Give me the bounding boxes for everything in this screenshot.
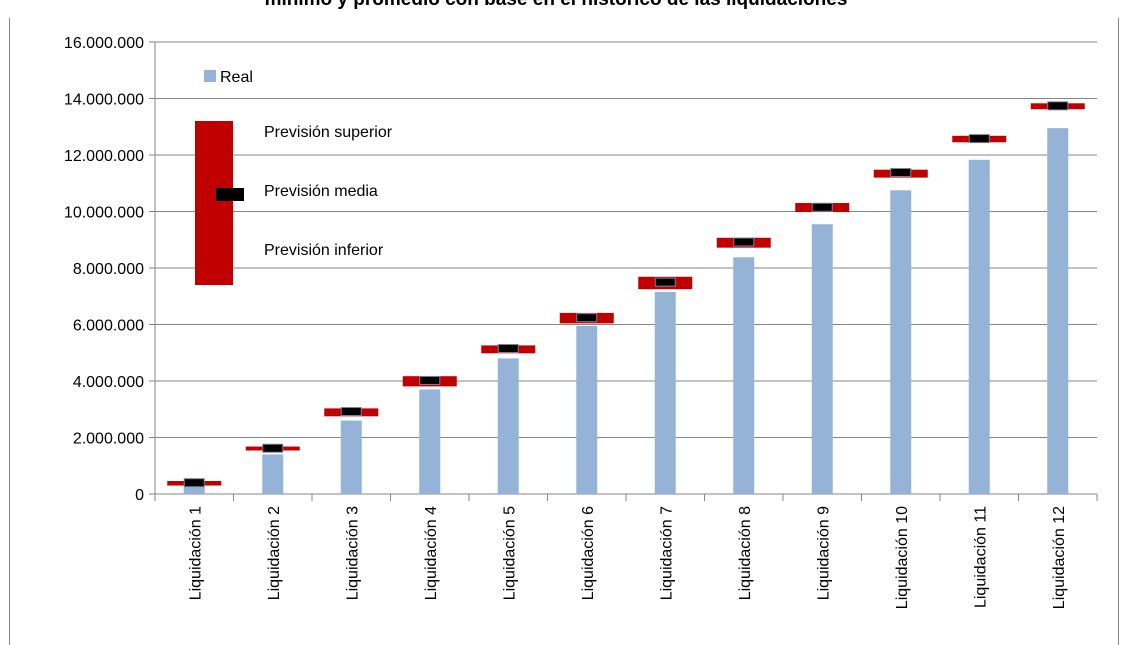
y-tick-label: 6.000.000 (73, 318, 144, 335)
bar-layer (183, 128, 1069, 495)
bar-real (733, 257, 755, 494)
bar-real (183, 484, 205, 494)
y-tick-label: 12.000.000 (64, 148, 144, 165)
title-layer: mínimo y promedio con base en el históri… (265, 0, 848, 10)
legend-forecast-upper-label: Previsión superior (264, 124, 393, 141)
legend-real-label: Real (220, 69, 253, 86)
legend-forecast-lower-label: Previsión inferior (264, 242, 384, 259)
y-tick-label: 16.000.000 (64, 35, 144, 52)
bar-real (890, 190, 912, 494)
x-tick-label: Liquidación 5 (501, 506, 518, 600)
y-tick-label: 8.000.000 (73, 261, 144, 278)
legend-forecast-range-swatch (195, 121, 233, 285)
grid-layer (155, 41, 1097, 438)
forecast-mid (654, 277, 676, 287)
forecast-mid (811, 202, 833, 212)
bar-real (1047, 128, 1069, 494)
chart-title: mínimo y promedio con base en el históri… (265, 0, 848, 10)
forecast-mid (733, 237, 755, 247)
forecast-mid (968, 134, 990, 144)
x-tick-label: Liquidación 8 (737, 506, 754, 600)
legend-forecast-mid-label: Previsión media (264, 183, 378, 200)
forecast-mid (419, 375, 441, 385)
forecast-mid (340, 407, 362, 417)
bar-real (576, 325, 598, 494)
forecast-mid (890, 168, 912, 178)
x-tick-label: Liquidación 2 (266, 506, 283, 600)
legend-real-swatch (204, 70, 216, 82)
bar-real (654, 292, 676, 494)
axis-layer: 0 2.000.000 4.000.000 6.000.000 8.000.000 10.… (9, 18, 1119, 645)
forecast-layer (167, 101, 1085, 488)
bar-real (497, 358, 519, 494)
bar-real (811, 224, 833, 494)
x-tick-label: Liquidación 4 (423, 506, 440, 600)
x-tick-label: Liquidación 7 (658, 506, 675, 600)
bar-real (340, 420, 362, 494)
forecast-mid (497, 344, 519, 354)
x-tick-label: Liquidación 6 (580, 506, 597, 600)
x-tick-label: Liquidación 9 (815, 506, 832, 600)
y-tick-label: 0 (135, 487, 144, 504)
y-tick-label: 14.000.000 (64, 92, 144, 109)
forecast-mid (262, 443, 284, 453)
y-tick-label: 2.000.000 (73, 431, 144, 448)
forecast-mid (576, 313, 598, 323)
y-tick-label: 10.000.000 (64, 205, 144, 222)
x-tick-label: Liquidación 1 (187, 506, 204, 600)
legend-layer: Real Previsión superior Previsión media … (195, 69, 393, 285)
x-tick-label: Liquidación 11 (972, 506, 989, 608)
forecast-mid (1047, 101, 1069, 111)
bar-real (419, 389, 441, 494)
x-tick-label: Liquidación 10 (894, 506, 911, 609)
forecast-mid (183, 478, 205, 488)
x-tick-label: Liquidación 3 (344, 506, 361, 600)
legend-forecast-mid-swatch (216, 188, 244, 201)
bar-real (262, 454, 284, 494)
y-tick-label: 4.000.000 (73, 374, 144, 391)
xlabel-layer: Liquidación 1 Liquidación 2 Liquidación 3 L… (187, 506, 1068, 609)
x-tick-label: Liquidación 12 (1051, 506, 1068, 609)
bar-real (968, 159, 990, 495)
